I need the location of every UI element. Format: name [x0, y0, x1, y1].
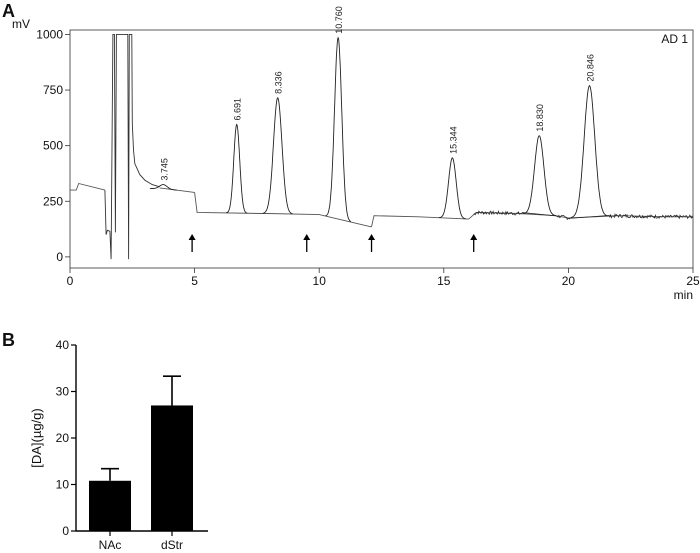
bar-dstr [151, 405, 193, 531]
x-tick-label: 25 [686, 274, 700, 288]
y-tick-label: 10 [56, 478, 70, 492]
chromatogram-peak [438, 157, 466, 220]
y-tick-label: 250 [43, 194, 63, 208]
panel-b-letter: B [2, 330, 15, 350]
chromatogram-chart: 0 250 500 750 1000 0 5 10 15 20 25 mV min AD 1 3.745 6.… [12, 6, 700, 302]
chromatogram-peak [149, 184, 177, 191]
peak-retention-time-label: 15.344 [448, 126, 458, 154]
panel-a-letter: A [2, 1, 15, 21]
y-axis-label: [DA](µg/g) [29, 408, 44, 468]
chromatogram-peak [570, 84, 609, 219]
peak-retention-time-label: 10.760 [334, 6, 344, 34]
peak-retention-time-label: 3.745 [159, 158, 169, 181]
y-tick-label: 40 [56, 338, 70, 352]
category-label: NAc [99, 538, 122, 552]
channel-label: AD 1 [661, 32, 688, 46]
plot-frame [69, 29, 694, 269]
injection-arrow-head [303, 234, 311, 240]
baseline-segment [194, 192, 372, 228]
chromatogram-peak [522, 135, 556, 217]
peak-retention-time-label: 6.691 [233, 98, 243, 121]
peak-retention-time-label: 18.830 [535, 104, 545, 132]
x-tick-label: 0 [67, 274, 74, 288]
x-tick-label: 20 [562, 274, 576, 288]
x-tick-label: 15 [437, 274, 451, 288]
injection-arrow-head [470, 234, 478, 240]
injection-arrow-head [188, 234, 196, 240]
solvent-front-trace [104, 33, 160, 260]
x-tick-label: 5 [191, 274, 198, 288]
injection-arrow-head [368, 234, 376, 240]
peak-retention-time-label: 20.846 [585, 54, 595, 82]
baseline-segment [371, 215, 469, 227]
y-tick-label: 30 [56, 385, 70, 399]
y-tick-label: 20 [56, 431, 70, 445]
x-axis-unit-label: min [674, 288, 693, 302]
chromatogram-peak [325, 36, 352, 223]
y-axis-unit-label: mV [12, 17, 30, 31]
chromatogram-peak [262, 96, 293, 215]
category-label: dStr [161, 538, 183, 552]
baseline-segment [159, 187, 195, 193]
y-tick-label: 0 [56, 250, 63, 264]
noise-trace [473, 210, 694, 221]
y-tick-label: 1000 [36, 27, 63, 41]
y-tick-label: 750 [43, 83, 63, 97]
baseline-segment [70, 182, 106, 191]
y-tick-label: 500 [43, 139, 63, 153]
y-tick-label: 0 [62, 524, 69, 538]
peak-retention-time-label: 8.336 [274, 71, 284, 94]
chromatogram-peak [226, 123, 248, 214]
bar-nac [89, 480, 131, 531]
x-tick-label: 10 [313, 274, 327, 288]
dopamine-bar-chart: 0 10 20 30 40 [DA](µg/g) NAc dStr [29, 338, 208, 552]
